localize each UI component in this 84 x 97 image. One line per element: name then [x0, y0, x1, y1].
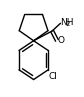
- Text: 2: 2: [66, 21, 70, 27]
- Text: NH: NH: [60, 18, 74, 27]
- Text: O: O: [58, 36, 65, 45]
- Text: Cl: Cl: [49, 72, 57, 81]
